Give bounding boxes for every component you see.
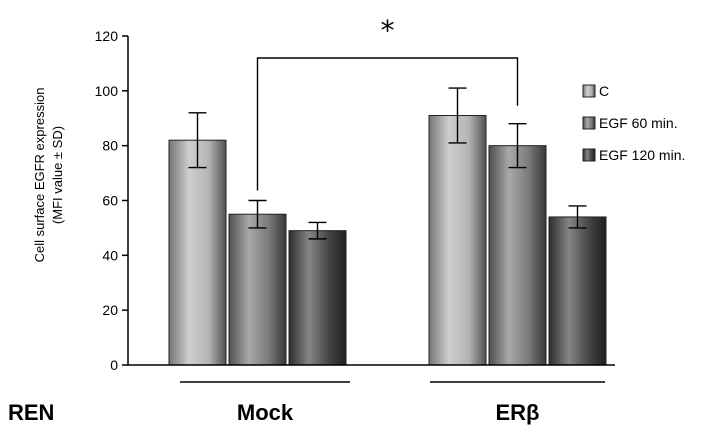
group-labels: Mock ERβ — [180, 381, 605, 425]
y-axis-label-line-2: (MFI value ± SD) — [50, 126, 65, 224]
bars — [128, 87, 615, 366]
legend-swatch-egf-120-min — [582, 148, 596, 162]
legend-label-c: C — [599, 83, 609, 99]
x-tick-label-er: ERβ — [496, 400, 540, 425]
y-tick-label: 20 — [102, 302, 118, 318]
legend-swatch-egf-60-min — [582, 116, 596, 130]
significance-bracket-line — [256, 57, 519, 191]
y-tick-label: 0 — [110, 357, 118, 373]
bar-er-egf-120-min — [548, 216, 607, 366]
legend-label-egf-60-min: EGF 60 min. — [599, 115, 678, 131]
y-tick-label: 60 — [102, 193, 118, 209]
y-tick-label: 80 — [102, 138, 118, 154]
bar-mock-c — [168, 139, 227, 366]
bar-mock-egf-120-min — [288, 230, 347, 366]
bar-er-c — [428, 115, 487, 366]
panel-label: REN — [8, 400, 54, 425]
legend-swatch-c — [582, 84, 596, 98]
y-tick-label: 40 — [102, 247, 118, 263]
y-axis-label-line-1: Cell surface EGFR expression — [32, 88, 47, 263]
significance-star: * — [381, 14, 395, 47]
y-tick-label: 120 — [95, 28, 119, 44]
bar-mock-egf-60-min — [228, 213, 287, 366]
legend-label-egf-120-min: EGF 120 min. — [599, 147, 685, 163]
legend: C EGF 60 min. EGF 120 min. — [582, 83, 685, 163]
y-axis: 0 20 40 60 80 100 120 — [95, 28, 129, 373]
bar-er-egf-60-min — [488, 145, 547, 366]
x-tick-label-mock: Mock — [237, 400, 294, 425]
y-axis-label: Cell surface EGFR expression (MFI value … — [32, 88, 65, 263]
y-tick-label: 100 — [95, 83, 119, 99]
significance-bracket: * — [256, 14, 519, 191]
